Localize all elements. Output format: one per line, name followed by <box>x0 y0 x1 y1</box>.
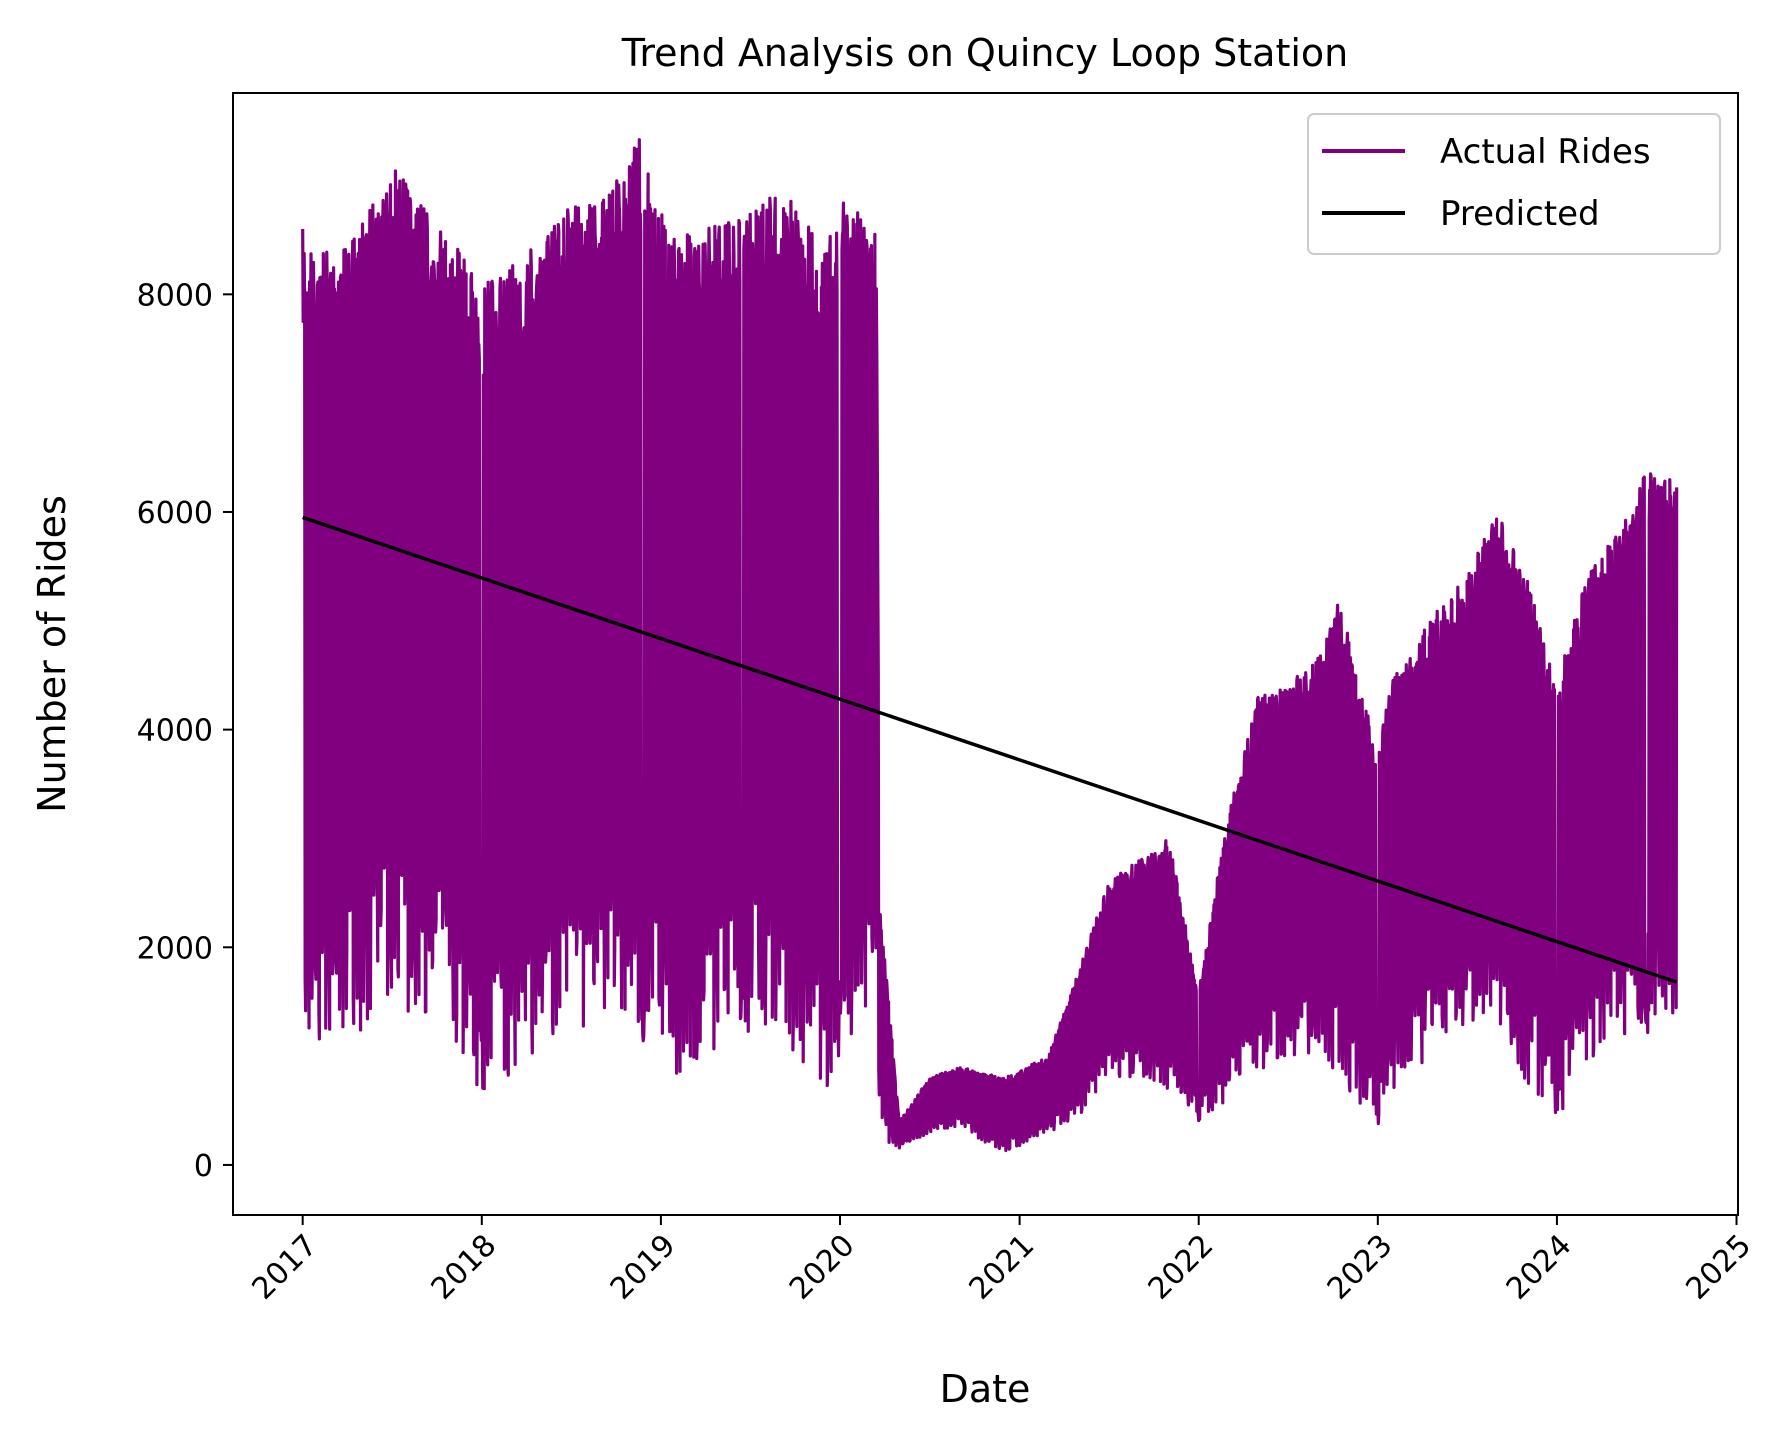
legend-label-predicted: Predicted <box>1440 194 1600 234</box>
y-tick-label: 2000 <box>137 931 213 966</box>
y-axis-label: Number of Rides <box>30 495 74 813</box>
y-axis: 0 2000 4000 6000 8000 <box>137 278 233 1184</box>
y-tick-label: 8000 <box>137 278 213 313</box>
x-axis-label: Date <box>940 1367 1031 1411</box>
plot-frame <box>232 92 1739 1216</box>
y-tick-label: 0 <box>194 1149 213 1184</box>
y-tick-label: 6000 <box>137 496 213 531</box>
y-tick-label: 4000 <box>137 714 213 749</box>
plot-area <box>232 92 1739 1216</box>
legend: Actual Rides Predicted <box>1307 113 1721 255</box>
legend-box <box>1307 113 1721 255</box>
series-layer <box>301 138 1679 1153</box>
predicted-line <box>302 515 1678 984</box>
legend-label-actual: Actual Rides <box>1440 132 1651 172</box>
actual-rides-line <box>301 138 1679 1153</box>
chart-title: Trend Analysis on Quincy Loop Station <box>621 31 1349 75</box>
